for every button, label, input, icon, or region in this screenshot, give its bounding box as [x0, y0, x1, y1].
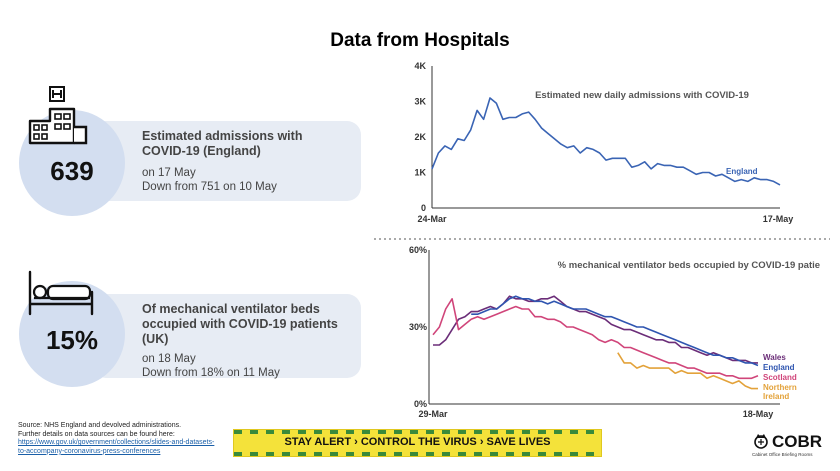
chart1-y-tick-label: 1K	[414, 168, 426, 178]
cobr-wordmark: COBR	[772, 432, 823, 451]
chart2-y-tick-label: 0%	[414, 399, 427, 409]
ventilator-chart: 0% 30% 60% % mechanical ventilator beds oc…	[409, 245, 820, 419]
chart2-series-label-england: England	[763, 363, 795, 372]
cobr-subtitle: Cabinet Office Briefing Rooms	[752, 452, 813, 457]
ventilator-value: 15%	[45, 325, 99, 355]
ventilator-change: Down from 18% on 11 May	[142, 367, 280, 379]
chart2-title: % mechanical ventilator beds occupied by…	[558, 260, 820, 271]
page-title: Data from Hospitals	[330, 30, 510, 51]
chart2-series-line-wales	[433, 295, 758, 364]
chart1-y-tick-label: 3K	[414, 97, 426, 107]
source-link-1[interactable]: https://www.gov.uk/government/collection…	[18, 439, 215, 447]
chart2-series-line-northern-ireland	[617, 352, 758, 390]
crest-icon	[754, 434, 768, 449]
chart1-title: Estimated new daily admissions with COVI…	[535, 90, 749, 101]
source-note: Source: NHS England and devolved adminis…	[18, 422, 214, 456]
admissions-change: Down from 751 on 10 May	[142, 181, 277, 193]
hospital-building-icon	[28, 86, 88, 145]
section-divider	[374, 238, 830, 240]
chart2-y-tick-label: 60%	[409, 245, 427, 255]
chart2-series-label-northern-ireland: Northern	[763, 383, 797, 392]
chart1-series-line-england	[431, 97, 781, 186]
chart2-series-label-wales: Wales	[763, 353, 786, 362]
ventilator-card	[92, 294, 361, 378]
chart1-x-end: 17-May	[763, 214, 794, 224]
chart2-series-label-scotland: Scotland	[763, 373, 797, 382]
chart1-y-tick-label: 0	[421, 203, 426, 213]
admissions-value: 639	[50, 156, 94, 186]
source-line-1: Source: NHS England and devolved adminis…	[18, 422, 182, 429]
hospital-bed-icon	[28, 270, 94, 316]
stay-alert-banner: STAY ALERT › CONTROL THE VIRUS › SAVE LI…	[233, 429, 602, 457]
ventilator-date: on 18 May	[142, 353, 196, 365]
chart2-series-label-northern-ireland: Ireland	[763, 392, 789, 401]
chart2-series-line-england	[471, 295, 759, 367]
admissions-date: on 17 May	[142, 167, 196, 179]
chart2-x-end: 18-May	[743, 409, 774, 419]
banner-stripe-bottom	[234, 452, 601, 456]
chart2-y-tick-label: 30%	[409, 322, 427, 332]
chart1-y-tick-label: 2K	[414, 132, 426, 142]
chart2-series-line-scotland	[432, 298, 759, 380]
source-line-2: Further details on data sources can be f…	[18, 430, 175, 438]
admissions-card	[92, 121, 361, 201]
chart1-x-start: 24-Mar	[417, 214, 447, 224]
chart2-x-start: 29-Mar	[418, 409, 448, 419]
banner-text: STAY ALERT › CONTROL THE VIRUS › SAVE LI…	[284, 436, 551, 448]
chart1-series-label-england: England	[726, 167, 758, 176]
chart1-y-tick-label: 4K	[414, 61, 426, 71]
admissions-heading: Estimated admissions with COVID-19 (Engl…	[142, 129, 303, 158]
banner-stripe-top	[234, 430, 601, 434]
ventilator-heading: Of mechanical ventilator beds occupied w…	[142, 302, 338, 346]
source-link-2[interactable]: to-accompany-coronavirus-press-conferenc…	[18, 447, 161, 455]
admissions-chart: 0 1K 2K 3K 4K Estimated new daily admissions…	[414, 61, 794, 224]
